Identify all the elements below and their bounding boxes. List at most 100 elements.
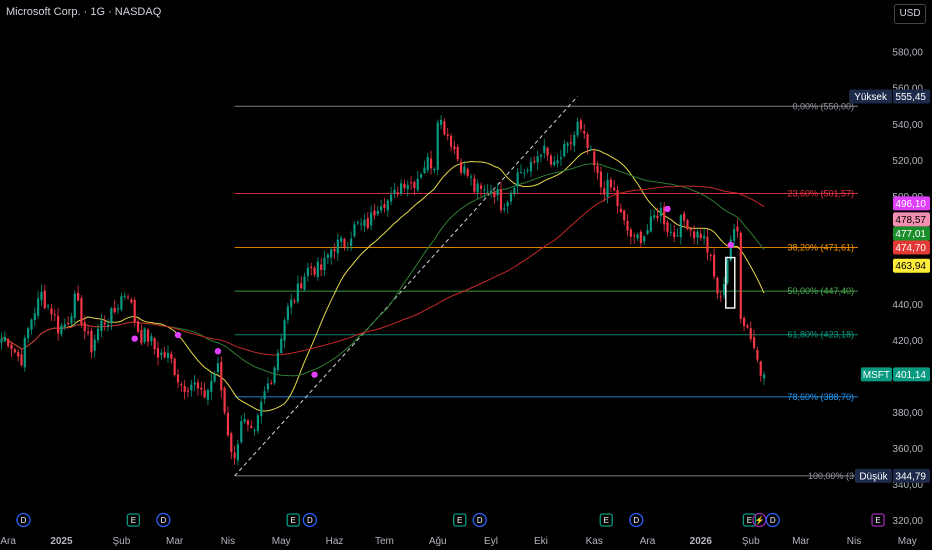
candle	[656, 207, 659, 222]
y-tick-label: 340,00	[892, 480, 923, 491]
trend-line	[234, 96, 578, 477]
candle	[583, 123, 586, 140]
chart-annotations	[131, 205, 736, 378]
price-tag[interactable]: 478,57	[893, 212, 930, 227]
dividend-event-icon[interactable]: D	[629, 512, 644, 528]
earnings-event-icon[interactable]: E	[286, 513, 300, 527]
candle	[653, 209, 656, 220]
x-tick-label: 2026	[690, 536, 713, 547]
price-tag[interactable]: Yüksek 555,45	[849, 89, 930, 104]
news-event-icon[interactable]: ⚡	[752, 512, 767, 528]
candle	[693, 225, 696, 245]
candle	[303, 272, 306, 292]
candle	[346, 241, 349, 252]
candle	[70, 312, 73, 326]
candle	[220, 356, 223, 398]
earnings-event-icon[interactable]: E	[599, 513, 613, 527]
price-tag[interactable]: 474,70	[893, 240, 930, 255]
candle	[659, 201, 662, 224]
x-tick-label: Mar	[166, 536, 184, 547]
selection-rectangle[interactable]	[725, 256, 736, 309]
candle	[233, 445, 236, 465]
candle	[696, 228, 699, 245]
price-tag[interactable]: 477,01	[893, 226, 930, 241]
ma-cross-dot	[131, 335, 138, 342]
candle	[33, 307, 36, 327]
ma-slow-line	[1, 185, 765, 356]
ma-mid-line	[1, 163, 765, 377]
candle	[746, 323, 749, 329]
candle	[516, 167, 519, 195]
dividend-event-icon[interactable]: D	[16, 512, 31, 528]
candle	[709, 253, 712, 262]
candle	[356, 220, 359, 226]
candle	[17, 349, 20, 362]
candle	[313, 265, 316, 277]
candle	[603, 181, 606, 202]
fib-level-label: 0,00% (550,00)	[792, 101, 854, 111]
candle	[213, 371, 216, 383]
candle	[136, 318, 140, 334]
earnings-event-icon[interactable]: E	[453, 513, 467, 527]
candle	[396, 186, 399, 198]
price-tag[interactable]: 463,94	[893, 258, 930, 273]
candle	[203, 382, 206, 399]
price-tag-value: 401,14	[895, 370, 926, 381]
candle	[713, 248, 716, 279]
earnings-event-icon[interactable]: E	[742, 513, 757, 527]
candle	[613, 179, 616, 192]
fib-level-label: 61,80% (423,18)	[787, 330, 854, 340]
candle	[376, 205, 379, 217]
candle	[47, 303, 50, 310]
dividend-event-icon[interactable]: D	[156, 512, 171, 528]
candle	[386, 198, 389, 217]
candle	[3, 331, 6, 343]
currency-button[interactable]: USD	[894, 4, 926, 24]
trend-line-dashed[interactable]	[234, 96, 578, 477]
y-tick-label: 520,00	[892, 156, 923, 167]
x-tick-label: Kas	[586, 536, 603, 547]
candle	[260, 397, 263, 424]
candle	[706, 229, 709, 261]
candle	[519, 164, 523, 174]
candle	[736, 219, 739, 239]
candle	[0, 332, 3, 350]
candle	[749, 321, 752, 342]
price-tag-title: Yüksek	[854, 92, 888, 103]
candle	[619, 203, 622, 214]
ma-cross-dot	[311, 371, 318, 378]
x-tick-label: May	[898, 536, 917, 547]
candle	[579, 117, 583, 133]
dividend-event-icon[interactable]: D	[765, 512, 780, 528]
price-tag[interactable]: MSFT 401,14	[860, 367, 930, 382]
candle	[360, 217, 363, 230]
candle	[513, 185, 516, 197]
candle	[250, 420, 253, 429]
candle	[253, 427, 256, 436]
candle	[100, 314, 103, 338]
candle	[76, 285, 80, 302]
candle	[73, 290, 76, 326]
earnings-event-icon[interactable]: E	[871, 513, 885, 527]
candle	[466, 167, 469, 179]
candle	[563, 139, 566, 158]
dividend-event-icon[interactable]: D	[472, 512, 487, 528]
price-tag[interactable]: 496,10	[893, 196, 930, 211]
candle	[363, 213, 366, 233]
ma-cross-dot	[214, 348, 222, 355]
candle	[160, 348, 163, 360]
candle	[543, 138, 546, 159]
x-tick-label: Ağu	[429, 536, 447, 547]
candle	[370, 205, 373, 230]
earnings-event-icon[interactable]: E	[126, 513, 141, 527]
candle	[523, 168, 526, 179]
price-tag[interactable]: Düşük 344,79	[855, 468, 930, 483]
candle	[549, 153, 553, 168]
candle	[280, 333, 283, 354]
dividend-event-icon[interactable]: D	[302, 512, 318, 528]
candle	[476, 179, 479, 199]
ma-cross-dot	[174, 331, 182, 339]
candle	[263, 386, 266, 404]
candle	[120, 292, 123, 312]
